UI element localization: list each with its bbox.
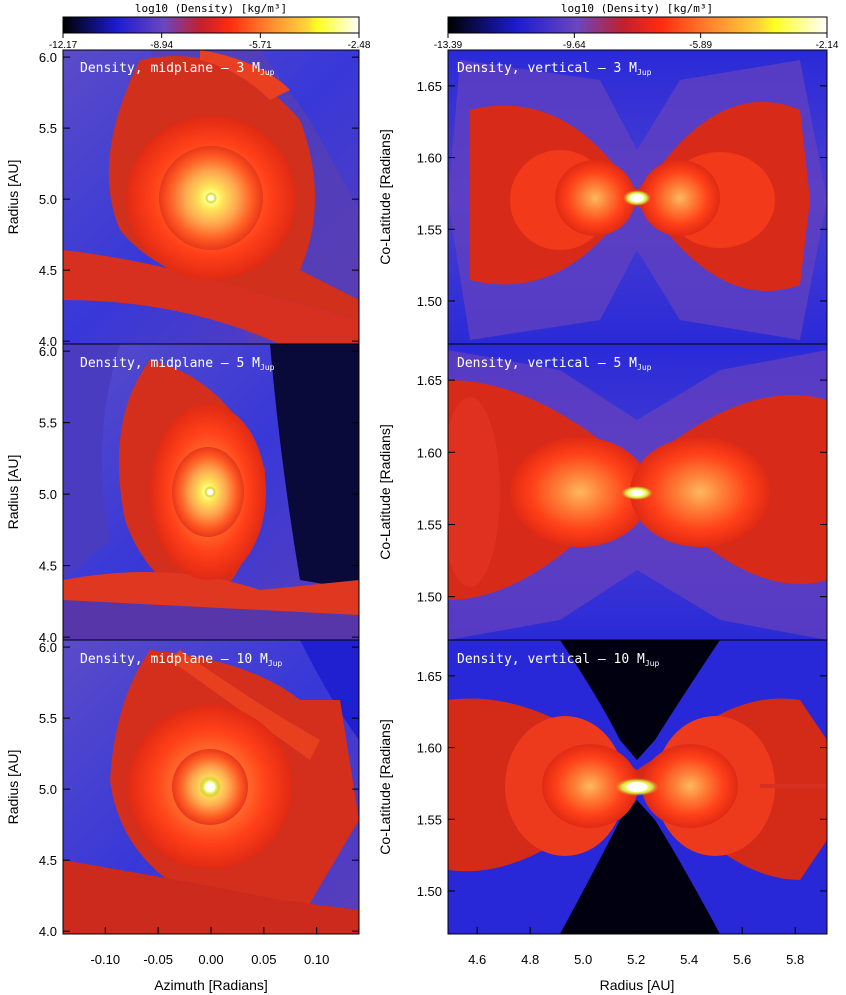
y-tick-label: 5.5 [39, 416, 57, 431]
panel-vertical-3mjup [448, 50, 827, 344]
y-tick-label: 4.0 [39, 334, 57, 349]
x-tick-label: -0.10 [90, 952, 120, 967]
y-tick-label: 1.60 [417, 151, 442, 166]
panel-label-c: Density, midplane – 5 MJup [80, 356, 275, 372]
y-tick-label: 1.55 [417, 812, 442, 827]
y-tick-label: 5.0 [39, 487, 57, 502]
colorbar-title: log10 (Density) [kg/m³] [135, 2, 287, 15]
y-tick-label: 4.5 [39, 559, 57, 574]
colorbar-tick-label: -8.94 [150, 40, 173, 51]
panel-label-f: Density, vertical – 10 MJup [457, 652, 659, 668]
panel-vertical-5mjup [448, 344, 827, 640]
x-tick-label: -0.05 [143, 952, 173, 967]
y-tick-label: 1.65 [417, 79, 442, 94]
x-tick-label: 5.8 [786, 952, 804, 967]
colorbar-left: log10 (Density) [kg/m³] -12.17 -8.94 -5.71… [49, 2, 371, 51]
x-tick-label: 0.05 [251, 952, 276, 967]
panel-vertical-10mjup [448, 640, 827, 934]
y-tick-label: 4.5 [39, 853, 57, 868]
colorbar-right: log10 (Density) [kg/m³] -13.39 -9.64 -5.89… [434, 2, 839, 51]
colorbar-tick-label: -5.89 [689, 40, 712, 51]
colorbar-tick-label: -5.71 [249, 40, 272, 51]
y-tick-label: 5.0 [39, 782, 57, 797]
y-tick-label: 5.5 [39, 121, 57, 136]
x-tick-label: 5.4 [680, 952, 698, 967]
panel-label-b: Density, vertical – 3 MJup [457, 61, 652, 77]
y-tick-label: 5.5 [39, 711, 57, 726]
colorbar-tick-label: -9.64 [563, 40, 586, 51]
y-axis-title-e: Radius [AU] [5, 750, 21, 825]
y-tick-label: 4.0 [39, 924, 57, 939]
colorbar-tick-label: -12.17 [49, 40, 78, 51]
colorbar-tick-label: -2.48 [348, 40, 371, 51]
x-axis-title-left: Azimuth [Radians] [154, 977, 268, 993]
colorbar-tick-label: -2.14 [816, 40, 839, 51]
y-tick-label: 1.50 [417, 294, 442, 309]
y-tick-label: 5.0 [39, 192, 57, 207]
x-tick-label: 5.6 [733, 952, 751, 967]
x-axis-title-right: Radius [AU] [600, 977, 675, 993]
y-axis-title-d: Co-Latitude [Radians] [377, 424, 393, 559]
x-tick-label: 4.6 [468, 952, 486, 967]
colorbar-tick-label: -13.39 [434, 40, 463, 51]
x-tick-label: 4.8 [521, 952, 539, 967]
y-tick-label: 1.65 [417, 669, 442, 684]
y-axis-title-a: Radius [AU] [5, 160, 21, 235]
y-tick-label: 1.60 [417, 445, 442, 460]
y-tick-label: 4.5 [39, 263, 57, 278]
y-tick-label: 1.50 [417, 884, 442, 899]
x-tick-label: 5.0 [574, 952, 592, 967]
y-tick-label: 1.55 [417, 517, 442, 532]
panel-midplane-5mjup [63, 344, 359, 640]
y-axis-title-c: Radius [AU] [5, 455, 21, 530]
y-axis-title-b: Co-Latitude [Radians] [377, 129, 393, 264]
panel-midplane-10mjup [63, 640, 359, 934]
panel-label-e: Density, midplane – 10 MJup [80, 652, 282, 668]
y-tick-label: 6.0 [39, 344, 57, 359]
y-tick-label: 1.60 [417, 741, 442, 756]
x-tick-label: 5.2 [627, 952, 645, 967]
y-tick-label: 1.65 [417, 373, 442, 388]
y-tick-label: 1.55 [417, 222, 442, 237]
y-axis-title-f: Co-Latitude [Radians] [377, 719, 393, 854]
colorbar-title: log10 (Density) [kg/m³] [561, 2, 713, 15]
y-tick-label: 4.0 [39, 630, 57, 645]
panel-label-a: Density, midplane – 3 MJup [80, 61, 275, 77]
y-tick-label: 6.0 [39, 640, 57, 655]
panel-midplane-3mjup [63, 50, 359, 344]
y-tick-label: 6.0 [39, 50, 57, 65]
panel-label-d: Density, vertical – 5 MJup [457, 356, 652, 372]
x-tick-label: 0.00 [198, 952, 223, 967]
y-tick-label: 1.50 [417, 590, 442, 605]
panel-frames [62, 49, 828, 935]
x-tick-label: 0.10 [304, 952, 329, 967]
